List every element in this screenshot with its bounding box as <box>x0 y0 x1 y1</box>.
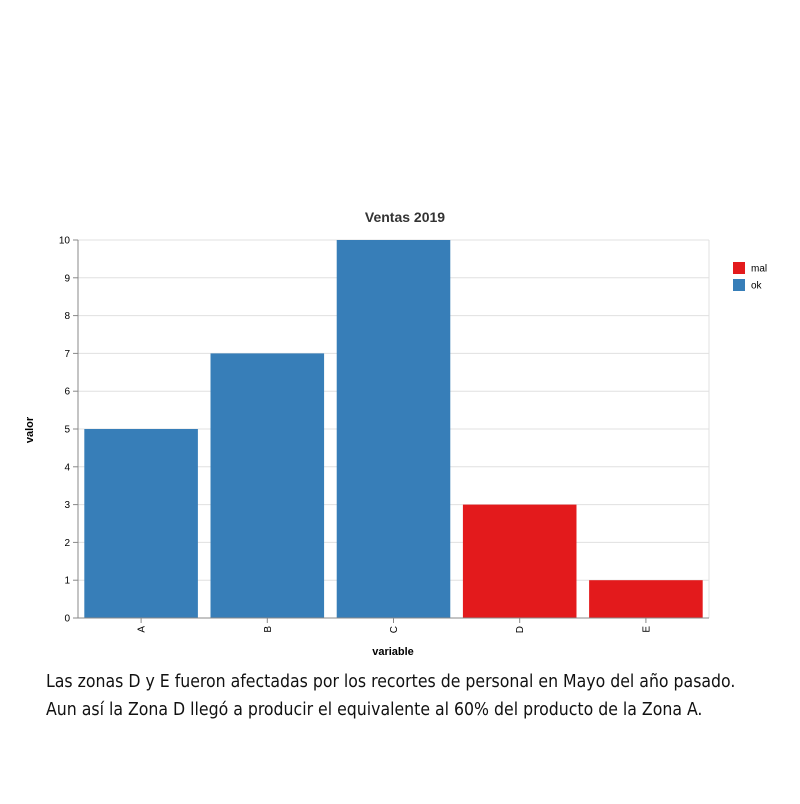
x-tick-label: D <box>515 626 526 633</box>
y-tick-label: 9 <box>64 273 70 284</box>
legend-swatch-ok <box>733 279 745 291</box>
chart-title: Ventas 2019 <box>365 209 445 225</box>
bars <box>84 240 703 618</box>
legend-label-ok: ok <box>751 281 763 292</box>
bar-b <box>210 353 325 618</box>
y-tick-label: 10 <box>59 236 71 247</box>
axes: 0 1 2 3 4 5 6 7 8 9 10 A B C D E <box>59 236 709 633</box>
y-tick-label: 6 <box>64 387 70 398</box>
y-tick-label: 0 <box>64 614 70 625</box>
y-tick-label: 1 <box>64 576 70 587</box>
bar-a <box>84 429 198 618</box>
y-tick-label: 8 <box>64 311 70 322</box>
bar-d <box>462 504 577 618</box>
y-tick-label: 2 <box>64 538 70 549</box>
caption-line-2: Aun así la Zona D llegó a producir el eq… <box>46 700 703 720</box>
bar-c <box>336 240 451 618</box>
caption-line-1: Las zonas D y E fueron afectadas por los… <box>46 672 736 692</box>
x-tick-label: C <box>389 626 400 633</box>
y-tick-label: 7 <box>64 349 70 360</box>
x-tick-label: E <box>641 626 652 633</box>
x-axis-label: variable <box>372 646 414 658</box>
chart-caption: Las zonas D y E fueron afectadas por los… <box>46 668 776 724</box>
y-axis-label: valor <box>24 416 36 443</box>
y-tick-label: 5 <box>64 425 70 436</box>
legend-swatch-mal <box>733 262 745 274</box>
x-tick-label: B <box>263 626 274 633</box>
x-tick-label: A <box>137 626 148 633</box>
y-tick-label: 4 <box>64 462 70 473</box>
bar-e <box>589 580 703 618</box>
y-tick-label: 3 <box>64 500 70 511</box>
legend-label-mal: mal <box>751 264 767 275</box>
legend: mal ok <box>733 262 767 292</box>
